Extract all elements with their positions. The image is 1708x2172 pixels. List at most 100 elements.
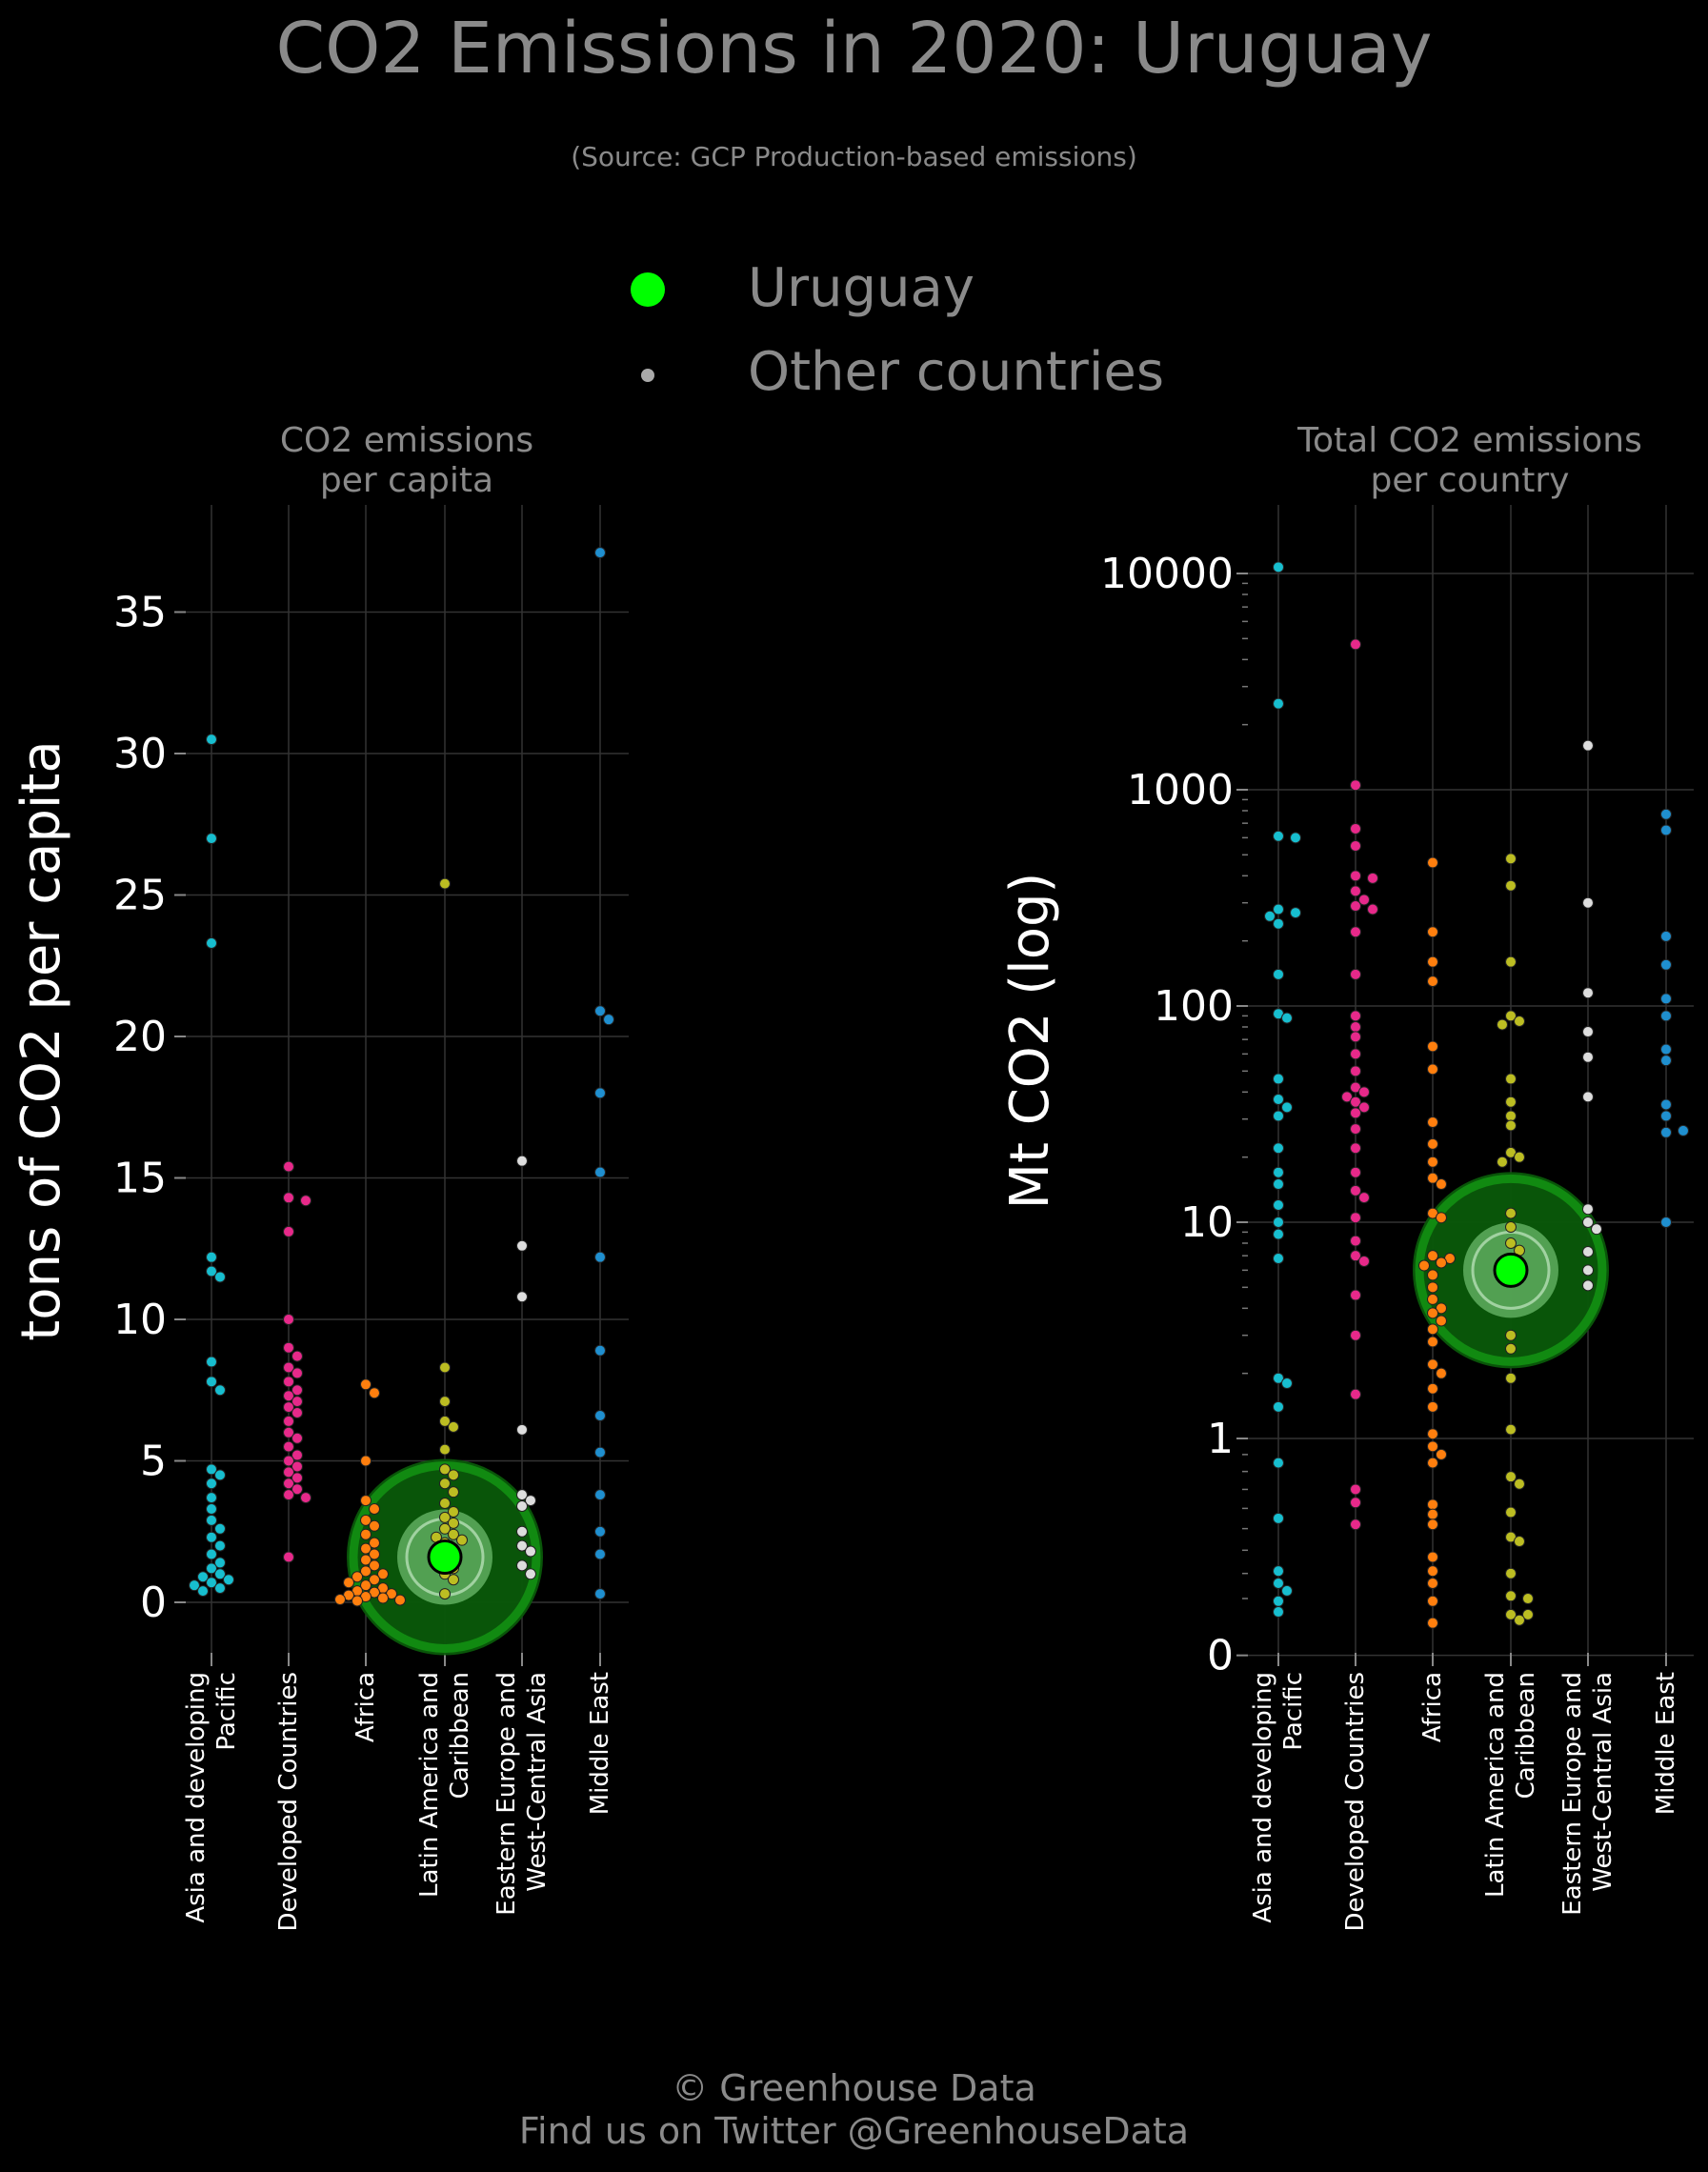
data-point: [214, 1557, 226, 1569]
data-point: [1350, 1107, 1361, 1119]
data-point: [439, 1498, 451, 1510]
data-point: [516, 1239, 528, 1252]
data-point: [1427, 955, 1438, 968]
data-point: [594, 1251, 606, 1263]
data-point: [291, 1384, 303, 1397]
x-category-label: Latin America andCaribbean: [415, 1672, 474, 1898]
data-point: [369, 1537, 380, 1549]
data-point: [1505, 879, 1517, 892]
data-point: [1427, 1063, 1438, 1076]
data-point: [291, 1460, 303, 1473]
data-point: [1427, 1577, 1438, 1589]
y-axis-label: tons of CO2 per capita: [10, 740, 72, 1340]
data-point: [1505, 1342, 1517, 1355]
data-point: [1660, 808, 1672, 820]
data-point: [214, 1539, 226, 1552]
data-point: [1660, 958, 1672, 971]
x-category-label-line: West-Central Asia: [1589, 1672, 1618, 1892]
data-point: [300, 1195, 311, 1207]
data-point: [206, 1502, 217, 1515]
data-point: [291, 1449, 303, 1461]
y-tick-label: 35: [113, 589, 167, 637]
data-point: [1582, 1264, 1594, 1277]
data-point: [1273, 917, 1284, 930]
data-point: [1273, 1217, 1284, 1228]
data-point: [1350, 779, 1361, 792]
legend-other-marker: [641, 369, 654, 382]
y-tick-label: 25: [113, 872, 167, 920]
data-point: [1436, 1302, 1447, 1315]
y-tick-label: 30: [113, 730, 167, 778]
data-point: [1341, 1091, 1353, 1103]
data-point: [1273, 1228, 1284, 1240]
data-point: [1367, 872, 1378, 884]
data-point: [1582, 739, 1594, 752]
data-point: [1273, 903, 1284, 915]
data-point: [1350, 870, 1361, 882]
data-point: [1350, 638, 1361, 651]
data-point: [1505, 1372, 1517, 1384]
data-point: [283, 1415, 294, 1427]
data-point: [1350, 1123, 1361, 1136]
data-point: [1505, 1506, 1517, 1518]
x-category-label-line: Eastern Europe and: [492, 1672, 521, 1916]
data-point: [1427, 1307, 1438, 1319]
y-tick-label: 10: [113, 1296, 167, 1344]
x-category-label: Developed Countries: [274, 1672, 303, 1931]
data-point: [1427, 1281, 1438, 1294]
data-point: [516, 1525, 528, 1538]
data-point: [214, 1582, 226, 1595]
data-point: [1427, 1400, 1438, 1413]
data-point: [516, 1423, 528, 1436]
data-point: [594, 1548, 606, 1560]
x-category-label-line: Middle East: [586, 1672, 614, 1815]
data-point: [283, 1489, 294, 1501]
data-point: [1350, 1096, 1361, 1108]
data-point: [1273, 1512, 1284, 1524]
data-point: [360, 1554, 372, 1566]
data-point: [1522, 1593, 1534, 1605]
footer-credit: © Greenhouse Data: [672, 2067, 1036, 2109]
data-point: [594, 1409, 606, 1421]
highlight-point: [427, 1538, 463, 1575]
data-point: [1281, 1101, 1293, 1114]
chart-subtitle: (Source: GCP Production-based emissions): [571, 141, 1137, 172]
data-point: [291, 1350, 303, 1362]
data-point: [1660, 993, 1672, 1005]
data-point: [1358, 1192, 1370, 1204]
highlight-halo-ring: [1415, 1174, 1607, 1366]
data-point: [214, 1568, 226, 1580]
data-point: [283, 1426, 294, 1438]
data-point: [525, 1568, 536, 1580]
x-category-label-line: Latin America and: [415, 1672, 444, 1898]
data-point: [283, 1225, 294, 1237]
data-point: [1350, 1289, 1361, 1301]
data-point: [516, 1155, 528, 1167]
data-point: [525, 1495, 536, 1507]
data-point: [1427, 1172, 1438, 1184]
data-point: [1273, 830, 1284, 842]
x-category-label-line: Middle East: [1652, 1672, 1680, 1815]
data-point: [1505, 1471, 1517, 1483]
data-point: [439, 1588, 451, 1600]
data-point: [1427, 1269, 1438, 1281]
data-point: [360, 1495, 372, 1507]
data-point: [283, 1466, 294, 1478]
data-point: [1505, 955, 1517, 968]
data-point: [516, 1291, 528, 1303]
x-category-label-line: Developed Countries: [274, 1672, 303, 1931]
data-point: [206, 1514, 217, 1526]
data-point: [206, 734, 217, 746]
x-category-label-line: Africa: [1418, 1672, 1447, 1742]
data-point: [1264, 910, 1276, 922]
data-point: [1427, 1293, 1438, 1305]
panel-title-line: per country: [1371, 461, 1570, 500]
chart-title: CO2 Emissions in 2020: Uruguay: [275, 8, 1433, 90]
data-point: [197, 1571, 209, 1583]
data-point: [1591, 1223, 1602, 1236]
data-point: [1436, 1315, 1447, 1327]
data-point: [1436, 1178, 1447, 1191]
data-point: [1418, 1259, 1430, 1272]
x-category-label: Africa: [1418, 1672, 1447, 1742]
data-point: [448, 1505, 459, 1518]
